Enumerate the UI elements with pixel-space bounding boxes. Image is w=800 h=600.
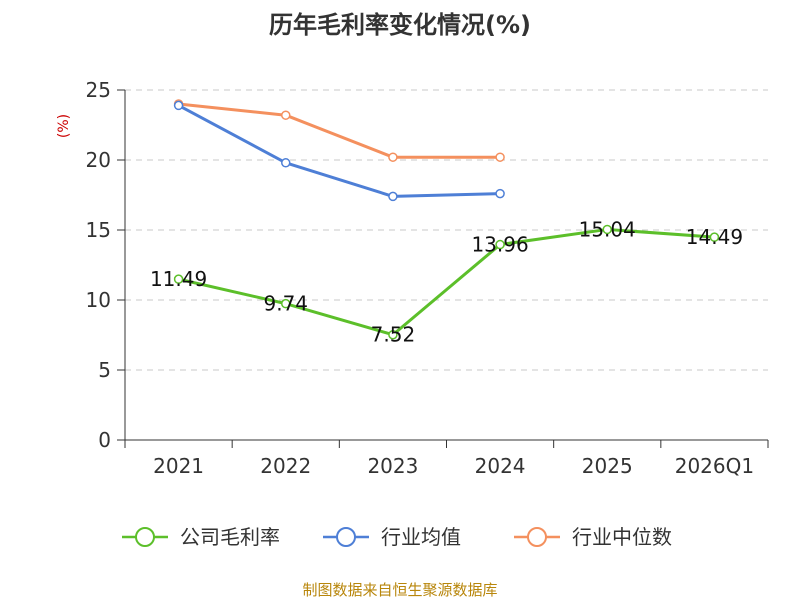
series-line [178, 227, 715, 337]
series-line [178, 102, 501, 159]
y-tick-label: 20 [86, 148, 111, 172]
data-point [173, 100, 184, 111]
data-label: 13.96 [471, 233, 528, 257]
x-tick-label: 2021 [153, 454, 204, 478]
y-tick-label: 10 [86, 288, 111, 312]
data-label: 15.04 [579, 217, 636, 241]
legend-label: 行业中位数 [572, 525, 672, 549]
y-tick-label: 25 [86, 78, 111, 102]
grid-lines [125, 89, 768, 371]
data-point [495, 188, 505, 199]
chart-title: 历年毛利率变化情况(%) [269, 11, 531, 39]
x-tick-label: 2025 [582, 454, 633, 478]
y-tick-label: 0 [98, 428, 111, 452]
x-tick-label: 2023 [367, 454, 418, 478]
data-point [388, 152, 398, 162]
data-point [388, 191, 398, 202]
legend-label: 公司毛利率 [180, 525, 280, 549]
series-layer [173, 99, 720, 340]
data-point [281, 298, 291, 309]
data-point [281, 158, 291, 168]
data-point [388, 329, 398, 340]
x-tick-label: 2024 [475, 454, 526, 478]
legend: 公司毛利率 行业均值 行业中位数 [122, 525, 672, 549]
data-label: 9.74 [263, 292, 308, 316]
legend-label: 行业均值 [381, 525, 461, 549]
y-axis-label: (%) [56, 114, 72, 138]
data-label: 7.52 [371, 323, 416, 347]
legend-marker [135, 527, 155, 547]
data-label: 11.49 [150, 267, 207, 291]
data-point [602, 224, 612, 235]
y-tick-label: 15 [86, 218, 111, 242]
data-point [709, 232, 720, 242]
y-tick-label: 5 [98, 358, 111, 382]
x-tick-label: 2022 [260, 454, 311, 478]
data-point [495, 152, 505, 162]
x-tick-label: 2026Q1 [675, 454, 754, 478]
data-point [495, 239, 505, 250]
data-label: 14.49 [686, 225, 743, 249]
legend-marker [527, 527, 547, 547]
data-labels: 11.49 9.74 7.52 13.96 15.04 14.49 [150, 217, 743, 346]
data-point [281, 110, 291, 120]
data-point [173, 274, 184, 284]
legend-marker [336, 527, 356, 547]
source-note: 制图数据来自恒生聚源数据库 [302, 581, 497, 599]
series-line [177, 104, 501, 198]
